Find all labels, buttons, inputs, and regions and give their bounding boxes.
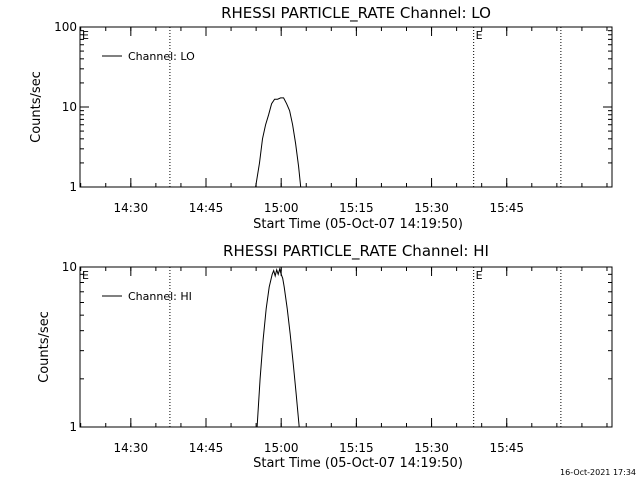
y-axis-label: Counts/sec [37,311,52,383]
y-axis-label: Counts/sec [29,71,44,143]
x-tick-label: 15:30 [414,201,449,215]
x-tick-label: 14:30 [114,201,149,215]
series-line [256,267,300,428]
x-axis-label: Start Time (05-Oct-07 14:19:50) [253,456,463,471]
plot-frame [79,266,613,428]
chart-title: RHESSI PARTICLE_RATE Channel: LO [221,4,491,23]
x-tick-label: 15:15 [339,441,374,455]
x-tick-label: 15:00 [264,201,299,215]
y-tick-label: 1 [69,420,77,434]
y-tick-label: 1 [69,180,77,194]
event-marker: E [476,29,483,42]
event-marker: E [476,269,483,282]
panel-lo: RHESSI PARTICLE_RATE Channel: LO 14:30 14:… [29,4,613,232]
event-marker: E [82,269,89,282]
legend-label: Channel: LO [128,50,195,63]
x-tick-label: 15:00 [264,441,299,455]
x-tick-label: 14:45 [189,201,224,215]
legend-label: Channel: HI [128,290,192,303]
x-tick-label: 15:45 [489,201,524,215]
chart-title: RHESSI PARTICLE_RATE Channel: HI [223,242,489,261]
event-marker: E [82,29,89,42]
x-tick-label: 14:30 [114,441,149,455]
panel-hi: RHESSI PARTICLE_RATE Channel: HI 14:30 14:… [37,242,613,471]
x-tick-label: 14:45 [189,441,224,455]
plot-timestamp: 16-Oct-2021 17:34 [560,468,636,477]
y-tick-label: 10 [62,260,77,274]
x-axis-label: Start Time (05-Oct-07 14:19:50) [253,217,463,232]
y-tick-label: 10 [62,100,77,114]
x-tick-label: 15:15 [339,201,374,215]
y-tick-label: 100 [54,20,77,34]
x-tick-label: 15:45 [489,441,524,455]
x-tick-label: 15:30 [414,441,449,455]
series-line [255,97,302,188]
